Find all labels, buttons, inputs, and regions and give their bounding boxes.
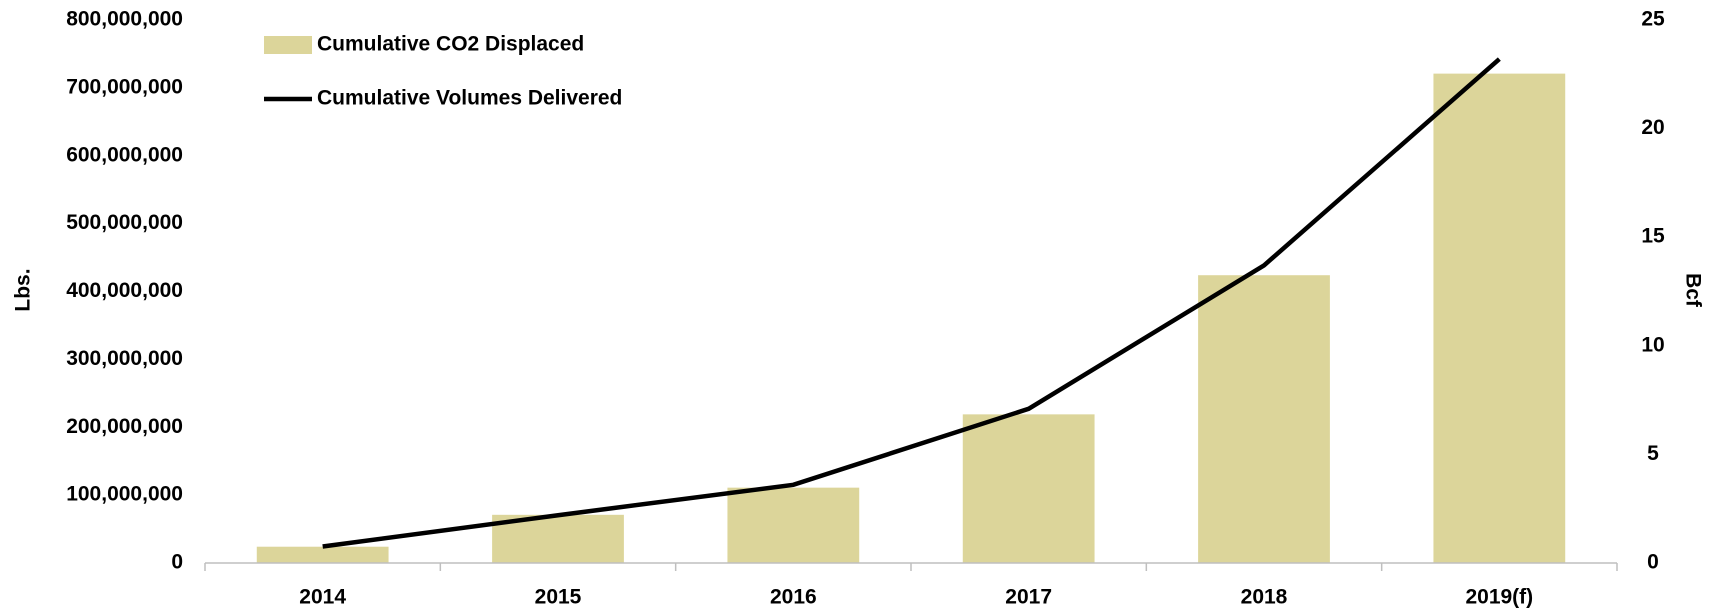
y2-tick-label: 15 [1641,225,1665,248]
bar [727,487,860,563]
x-tick-label: 2016 [770,586,817,609]
y-tick-label: 400,000,000 [66,279,183,302]
bar [1433,73,1566,563]
y2-tick-label: 25 [1641,8,1665,31]
y-tick-label: 200,000,000 [66,415,183,438]
y-axis-label: Lbs. [12,268,35,311]
x-tick-label: 2014 [299,586,346,609]
x-tick-label: 2015 [535,586,582,609]
y-tick-label: 800,000,000 [66,8,183,31]
x-tick-label: 2018 [1241,586,1288,609]
y-tick-label: 0 [171,551,183,574]
x-tick-label: 2019(f) [1465,586,1533,609]
y-tick-label: 100,000,000 [66,483,183,506]
bar [256,546,389,563]
legend-label: Cumulative Volumes Delivered [317,87,622,110]
y2-tick-label: 5 [1647,442,1659,465]
line [322,57,1501,549]
y-tick-label: 600,000,000 [66,143,183,166]
y2-tick-label: 0 [1647,551,1659,574]
bar [1198,275,1330,563]
y2-tick-label: 10 [1641,333,1664,356]
bar [962,414,1095,563]
y-tick-label: 700,000,000 [66,75,183,98]
y-tick-label: 500,000,000 [66,211,183,234]
y2-axis-label: Bcf [1681,273,1704,308]
legend-swatch [264,36,312,54]
x-tick-label: 2017 [1005,586,1052,609]
y-tick-label: 300,000,000 [66,347,183,370]
legend-label: Cumulative CO2 Displaced [317,33,584,56]
y2-tick-label: 20 [1641,116,1664,139]
